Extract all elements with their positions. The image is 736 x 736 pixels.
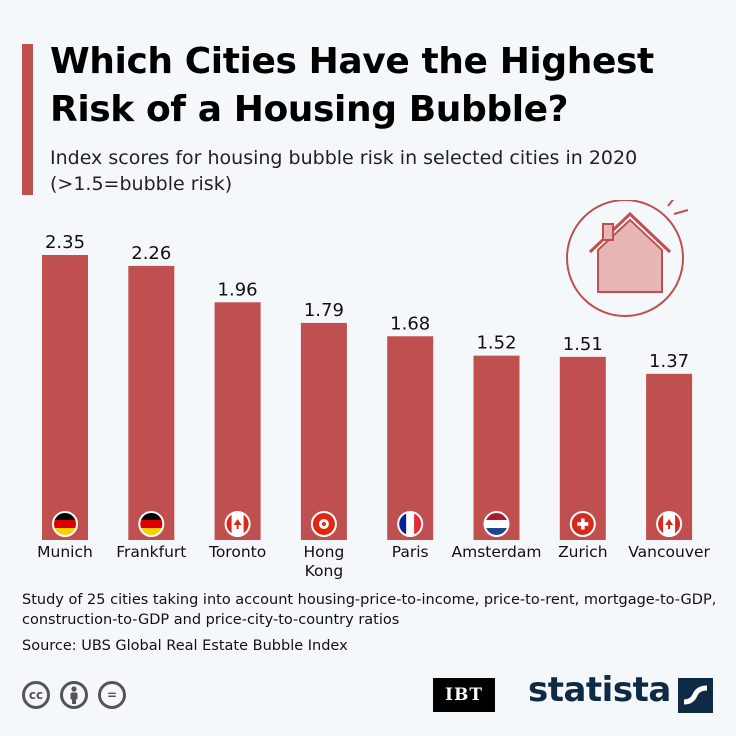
- category-label: Frankfurt: [116, 543, 186, 561]
- statista-logo[interactable]: statista: [528, 670, 671, 710]
- value-label: 1.79: [304, 300, 344, 321]
- chart-subtitle: Index scores for housing bubble risk in …: [50, 147, 638, 195]
- flag-france-icon: [398, 512, 423, 536]
- category-label: Toronto: [208, 543, 266, 561]
- value-label: 2.26: [131, 243, 171, 264]
- bar: [559, 356, 606, 540]
- value-label: 1.51: [563, 334, 603, 355]
- category-label: Hong: [303, 543, 344, 561]
- bar-chart: 2.35 Munich 2.26 Frankfurt 1.96 Toronto 1.79 Ho…: [37, 200, 711, 580]
- flag-germany-icon: [53, 512, 77, 536]
- value-label: 2.35: [45, 232, 85, 253]
- source-note: Source: UBS Global Real Estate Bubble In…: [22, 638, 348, 654]
- category-label: Munich: [37, 543, 93, 561]
- category-label: Paris: [392, 543, 429, 561]
- bar: [42, 255, 88, 540]
- category-label: Zurich: [558, 543, 607, 561]
- category-label: Vancouver: [628, 543, 710, 561]
- category-label: Kong: [305, 562, 344, 580]
- license-icons: cc =: [22, 681, 126, 709]
- value-label: 1.96: [218, 279, 258, 300]
- house-icon: [566, 200, 689, 317]
- ibt-logo[interactable]: IBT: [433, 678, 495, 712]
- title-accent-bar: [22, 44, 33, 195]
- footnote: Study of 25 cities taking into account h…: [22, 592, 717, 628]
- bar: [128, 265, 175, 540]
- flag-netherlands-icon: [484, 512, 509, 536]
- creative-commons-icon[interactable]: cc: [22, 681, 50, 709]
- value-label: 1.52: [476, 333, 516, 354]
- bar: [473, 355, 520, 540]
- bar: [300, 322, 347, 540]
- value-label: 1.68: [390, 313, 430, 334]
- bar: [387, 336, 434, 540]
- statista-mark-icon: [678, 678, 713, 713]
- category-label: Amsterdam: [452, 543, 542, 561]
- chart-title: Which Cities Have the Highest Risk of a …: [50, 41, 654, 130]
- flag-germany-icon: [139, 512, 164, 536]
- attribution-icon[interactable]: [60, 681, 88, 709]
- value-label: 1.37: [649, 351, 689, 372]
- no-derivatives-icon[interactable]: =: [98, 681, 126, 709]
- bar: [214, 302, 261, 540]
